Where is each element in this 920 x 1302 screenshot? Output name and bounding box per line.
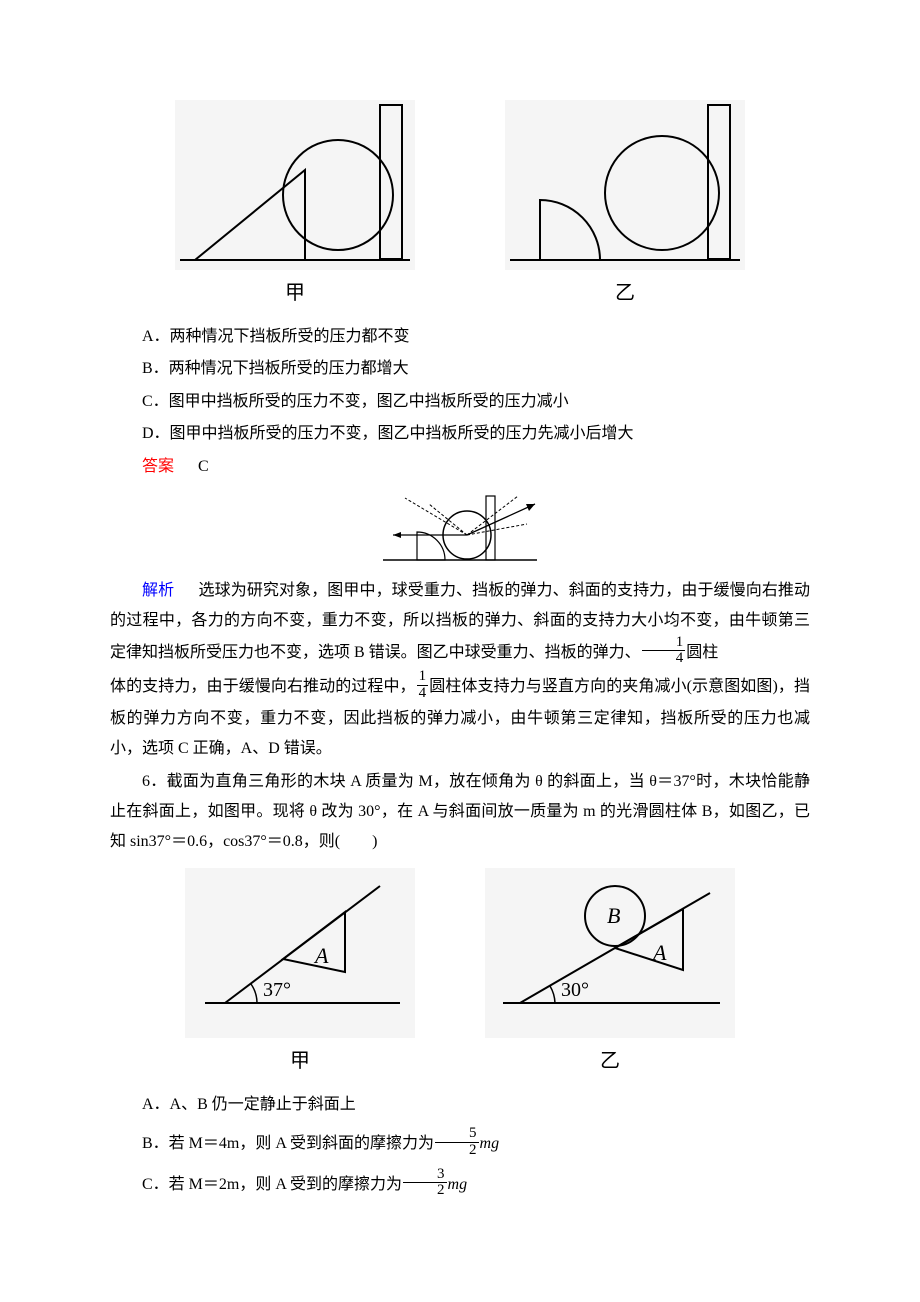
q6-stem-text: 6．截面为直角三角形的木块 A 质量为 M，放在倾角为 θ 的斜面上，当 θ＝3… <box>110 773 810 851</box>
q6-optC-frac: 32 <box>403 1167 447 1200</box>
q6-figure-right-label: 乙 <box>600 1042 620 1080</box>
q5-figure-right-label: 乙 <box>615 274 635 312</box>
q5-svg-left <box>175 100 415 270</box>
q6-right-angle: 30° <box>561 979 589 1001</box>
q6-stem: 6．截面为直角三角形的木块 A 质量为 M，放在倾角为 θ 的斜面上，当 θ＝3… <box>110 767 810 858</box>
q6-right-B: B <box>607 903 620 928</box>
q5-explain-figure <box>110 488 810 568</box>
q5-option-b: B．两种情况下挡板所受的压力都增大 <box>110 354 810 384</box>
q6-svg-right: A B 30° <box>485 868 735 1038</box>
q5-explain-svg <box>375 488 545 568</box>
q5-explain-tail1: 圆柱 <box>686 644 718 661</box>
q5-figure-right: 乙 <box>505 100 745 312</box>
q6-option-c: C．若 M＝2m，则 A 受到的摩擦力为32mg <box>110 1169 810 1202</box>
q5-explain-para2: 体的支持力，由于缓慢向右推动的过程中，14圆柱体支持力与竖直方向的夹角减小(示意… <box>110 671 810 764</box>
q5-option-c: C．图甲中挡板所受的压力不变，图乙中挡板所受的压力减小 <box>110 387 810 417</box>
q5-frac-1: 14 <box>642 635 686 668</box>
q5-explain-text2h: 体的支持力，由于缓慢向右推动的过程中， <box>110 678 416 695</box>
q6-figure-left-label: 甲 <box>290 1042 310 1080</box>
q6-optB-tail: mg <box>480 1135 500 1152</box>
q6-option-b: B．若 M＝4m，则 A 受到斜面的摩擦力为52mg <box>110 1128 810 1161</box>
q6-figure-right: A B 30° 乙 <box>485 868 735 1080</box>
q6-optC-tail: mg <box>448 1176 468 1193</box>
q5-answer-value: C <box>198 458 209 475</box>
q6-right-A: A <box>651 940 667 965</box>
q5-explain-label: 解析 <box>142 582 174 599</box>
q5-svg-right <box>505 100 745 270</box>
q6-option-a: A．A、B 仍一定静止于斜面上 <box>110 1090 810 1120</box>
q6-figure-left: A 37° 甲 <box>185 868 415 1080</box>
q6-figure-row: A 37° 甲 A B 30° 乙 <box>110 868 810 1080</box>
q5-frac-2: 14 <box>417 669 429 702</box>
q5-answer-label: 答案 <box>142 458 174 475</box>
q5-figure-row: 甲 乙 <box>110 100 810 312</box>
q6-svg-left: A 37° <box>185 868 415 1038</box>
q6-optB-head: B．若 M＝4m，则 A 受到斜面的摩擦力为 <box>142 1135 434 1152</box>
q6-optC-head: C．若 M＝2m，则 A 受到的摩擦力为 <box>142 1176 402 1193</box>
q6-left-A: A <box>313 943 329 968</box>
q5-explain-para1: 解析 选球为研究对象，图甲中，球受重力、挡板的弹力、斜面的支持力，由于缓慢向右推… <box>110 576 810 669</box>
q5-figure-left-label: 甲 <box>285 274 305 312</box>
q5-option-a: A．两种情况下挡板所受的压力都不变 <box>110 322 810 352</box>
q6-left-angle: 37° <box>263 979 291 1001</box>
q6-optB-frac: 52 <box>435 1126 479 1159</box>
q5-answer-line: 答案 C <box>110 452 810 482</box>
q5-figure-left: 甲 <box>175 100 415 312</box>
q6-optA-text: A．A、B 仍一定静止于斜面上 <box>142 1096 356 1113</box>
q5-option-d: D．图甲中挡板所受的压力不变，图乙中挡板所受的压力先减小后增大 <box>110 419 810 449</box>
